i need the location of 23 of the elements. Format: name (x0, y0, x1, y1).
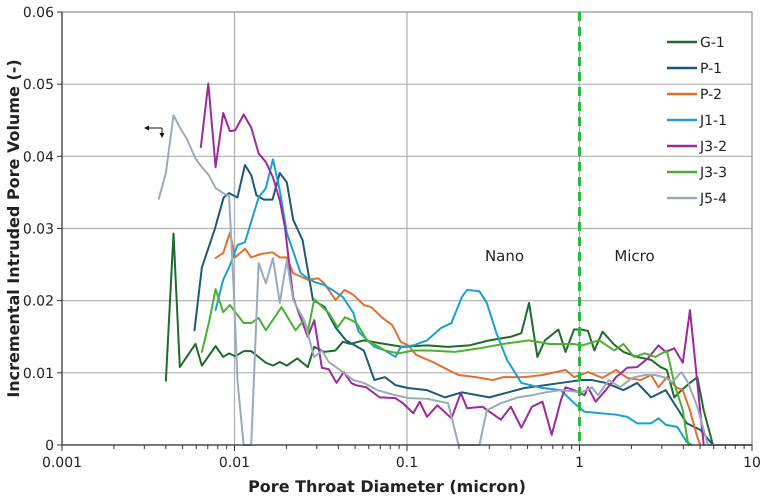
legend-label: J5-4 (699, 191, 728, 207)
x-axis-title: Pore Throat Diameter (micron) (248, 477, 526, 496)
legend-label: G-1 (700, 35, 725, 51)
legend-label: J3-3 (699, 165, 727, 181)
x-tick-label: 0.01 (218, 455, 250, 471)
y-tick-label: 0.06 (22, 5, 54, 21)
y-tick-label: 0.02 (22, 294, 54, 310)
y-tick-label: 0.01 (22, 366, 54, 382)
annotation: Nano (484, 246, 524, 265)
y-tick-label: 0.03 (22, 222, 54, 238)
legend-label: J3-2 (699, 139, 727, 155)
legend-label: P-1 (700, 61, 722, 77)
x-tick-label: 1 (575, 455, 584, 471)
x-tick-label: 10 (743, 455, 760, 471)
legend-label: P-2 (700, 87, 722, 103)
y-tick-label: 0.04 (22, 149, 54, 166)
y-axis-title: Incremental Intruded Pore Volume (-) (4, 59, 23, 398)
x-tick-label: 0.1 (396, 455, 418, 471)
y-tick-label: 0 (45, 438, 54, 454)
x-tick-label: 0.001 (42, 455, 82, 471)
y-tick-label: 0.05 (22, 77, 54, 94)
annotation: Micro (614, 246, 655, 265)
legend-label: J1-1 (699, 113, 727, 129)
